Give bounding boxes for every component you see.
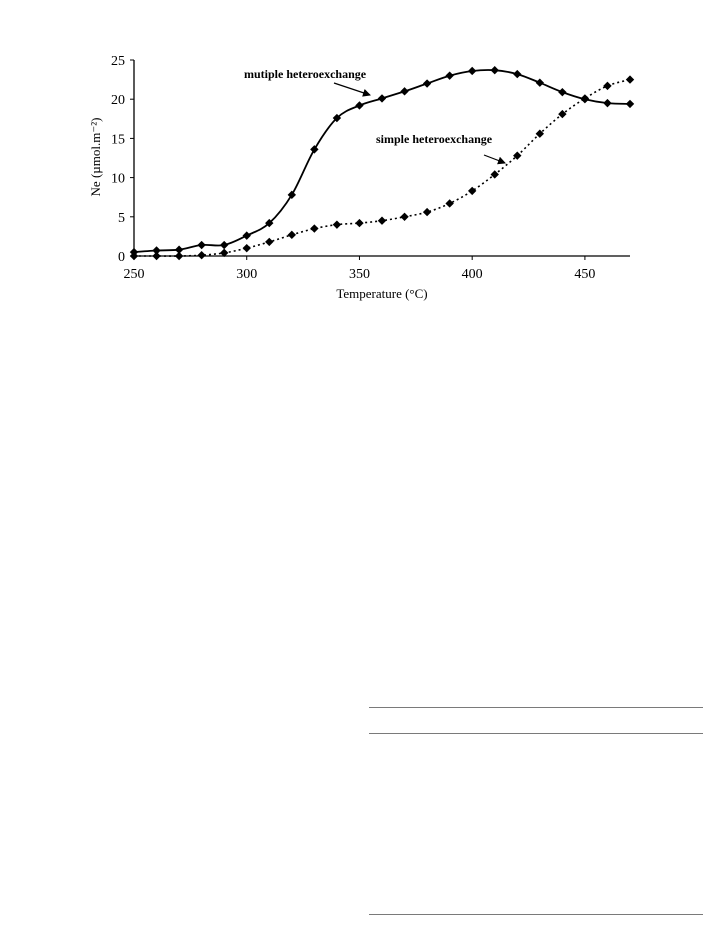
y-axis-title: Ne (µmol.m⁻²) bbox=[88, 118, 103, 197]
series-0-point bbox=[467, 66, 477, 76]
x-tick-label: 250 bbox=[124, 267, 145, 282]
series-1-point bbox=[197, 251, 206, 260]
annotation-simple-heteroexchange: simple heteroexchange bbox=[376, 132, 493, 146]
x-tick-label: 300 bbox=[236, 267, 257, 282]
annotation-arrow-simple bbox=[483, 154, 506, 165]
series-0-point bbox=[558, 87, 567, 97]
table-top-rule bbox=[369, 707, 703, 708]
table-bottom-rule bbox=[369, 914, 703, 915]
y-tick-label: 0 bbox=[118, 250, 125, 265]
x-tick-label: 350 bbox=[349, 267, 370, 282]
series-0-point bbox=[332, 113, 342, 123]
series-0-point bbox=[513, 69, 522, 79]
series-1-point bbox=[400, 212, 409, 221]
series-1-point bbox=[490, 170, 499, 179]
series-0-point bbox=[355, 101, 364, 110]
series-0-point bbox=[265, 218, 274, 228]
series-1-point bbox=[603, 81, 612, 91]
series-1-point bbox=[332, 220, 342, 229]
series-1-point bbox=[535, 129, 545, 138]
series-0-point bbox=[242, 231, 251, 240]
x-tick-label: 450 bbox=[574, 267, 595, 282]
series-0-point bbox=[445, 71, 454, 80]
series-1-point bbox=[467, 186, 477, 196]
series-0-point bbox=[152, 246, 161, 255]
series-0-point bbox=[310, 145, 319, 154]
series-1-point bbox=[558, 109, 567, 119]
series-1-point bbox=[422, 207, 432, 217]
series-0-point bbox=[422, 79, 432, 88]
series-1-point bbox=[625, 75, 635, 84]
x-axis-title: Temperature (°C) bbox=[336, 286, 427, 301]
series-1-point bbox=[129, 251, 139, 261]
series-0-point bbox=[625, 99, 635, 109]
series-1-point bbox=[219, 248, 229, 258]
series-0-point bbox=[535, 78, 545, 87]
y-tick-label: 25 bbox=[111, 54, 125, 69]
series-0-point bbox=[219, 240, 229, 250]
annotation-arrow-multiple bbox=[333, 82, 371, 97]
series-1-point bbox=[310, 224, 319, 233]
annotation-multiple-heteroexchange: mutiple heteroexchange bbox=[244, 67, 367, 81]
series-0-point bbox=[174, 245, 184, 254]
y-tick-label: 10 bbox=[111, 172, 125, 187]
series-0-point bbox=[400, 87, 409, 96]
series-1-point bbox=[287, 230, 297, 240]
series-1-point bbox=[174, 251, 184, 261]
series-1-point bbox=[355, 218, 364, 228]
series-0-point bbox=[490, 65, 499, 75]
series-0-point bbox=[377, 94, 387, 103]
series-1-point bbox=[580, 94, 590, 103]
table-header-rule bbox=[369, 733, 703, 734]
series-1-point bbox=[445, 199, 454, 208]
series-0-point bbox=[603, 98, 612, 108]
x-tick-label: 400 bbox=[462, 267, 483, 282]
series-1-point bbox=[513, 151, 522, 160]
y-tick-label: 15 bbox=[111, 132, 125, 147]
series-0-point bbox=[287, 190, 297, 200]
series-1-point bbox=[265, 237, 274, 247]
y-tick-label: 5 bbox=[118, 211, 125, 226]
series-1-line bbox=[133, 78, 631, 257]
series-1-point bbox=[152, 251, 161, 261]
series-1-point bbox=[242, 243, 251, 253]
y-tick-label: 20 bbox=[111, 93, 125, 108]
series-1-point bbox=[377, 216, 387, 225]
series-0-point bbox=[197, 240, 206, 250]
